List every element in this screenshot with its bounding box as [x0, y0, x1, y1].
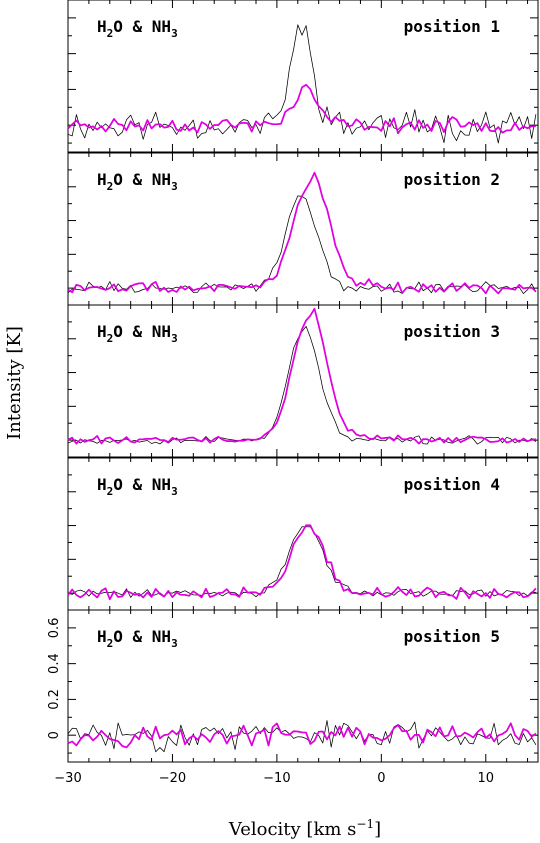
x-axis-label-main: Velocity [km s: [228, 819, 357, 840]
x-axis: −30 −20 −10 0 10: [54, 771, 494, 786]
spectrum-nh3: [67, 83, 536, 135]
species-label-part: 2: [107, 27, 114, 40]
position-label: position 2: [404, 170, 500, 189]
panel-5: H2O & NH3 position 5 0 0.2 0.4 0.6: [47, 609, 539, 763]
species-label-part: O & NH: [113, 322, 171, 341]
species-label-part: O & NH: [113, 170, 171, 189]
panel-2: H2O & NH3 position 2: [67, 152, 539, 306]
species-label-part: H: [97, 170, 107, 189]
panel-1: H2O & NH3 position 1: [67, 0, 539, 153]
species-label: H2O & NH3: [97, 475, 178, 498]
species-label-part: O & NH: [113, 17, 171, 36]
spectrum-nh3: [67, 171, 537, 295]
spectrum-h2o: [67, 526, 536, 598]
species-label-part: H: [97, 475, 107, 494]
panel-3: H2O & NH3 position 3: [67, 304, 539, 458]
position-label: position 1: [404, 17, 500, 36]
y-tick-label: 0.6: [47, 618, 62, 639]
x-tick-label: 0: [377, 771, 385, 786]
x-tick-label: −30: [54, 771, 81, 786]
x-axis-label-exponent: −1: [356, 817, 374, 831]
spectrum-h2o: [67, 326, 537, 445]
panel-frame: [67, 609, 539, 763]
species-label: H2O & NH3: [97, 170, 178, 193]
species-label: H2O & NH3: [97, 322, 178, 345]
species-label-part: 2: [107, 332, 114, 345]
x-axis-label: Velocity [km s−1]: [228, 817, 381, 840]
spectrum-nh3: [67, 524, 537, 601]
spectrum-h2o: [67, 720, 537, 753]
species-label-part: 3: [171, 485, 178, 498]
y-tick-label: 0: [47, 731, 62, 739]
panel-frame: [67, 304, 539, 458]
species-label-part: O & NH: [113, 475, 171, 494]
spectrum-h2o: [67, 195, 537, 294]
species-label-part: 2: [107, 637, 114, 650]
spectrum-nh3: [67, 722, 537, 749]
species-label-part: H: [97, 17, 107, 36]
y-tick-label: 0.2: [47, 689, 62, 710]
spectrum-h2o: [67, 24, 537, 144]
species-label: H2O & NH3: [97, 627, 178, 650]
species-label-part: H: [97, 627, 107, 646]
species-label-part: 2: [107, 180, 114, 193]
species-label-part: O & NH: [113, 627, 171, 646]
spectrum-nh3: [67, 307, 537, 445]
x-tick-label: −20: [159, 771, 186, 786]
x-axis-label-end: ]: [374, 819, 381, 840]
x-tick-label: −10: [263, 771, 290, 786]
y-tick-label: 0.4: [47, 653, 62, 674]
species-label-part: 3: [171, 332, 178, 345]
y-axis-label: Intensity [K]: [4, 326, 25, 440]
species-label-part: 2: [107, 485, 114, 498]
position-label: position 5: [404, 627, 500, 646]
panel-4: H2O & NH3 position 4: [67, 457, 539, 611]
x-tick-label: 10: [478, 771, 495, 786]
species-label-part: 3: [171, 27, 178, 40]
panel-frame: [67, 0, 539, 153]
species-label-part: 3: [171, 180, 178, 193]
species-label-part: 3: [171, 637, 178, 650]
species-label: H2O & NH3: [97, 17, 178, 40]
position-label: position 3: [404, 322, 500, 341]
species-label-part: H: [97, 322, 107, 341]
position-label: position 4: [404, 475, 500, 494]
